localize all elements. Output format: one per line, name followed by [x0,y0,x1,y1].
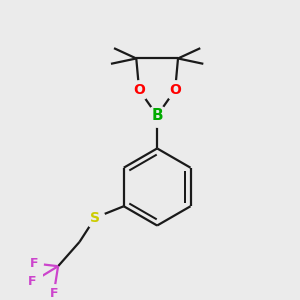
Text: S: S [90,211,100,225]
Text: O: O [133,83,145,97]
Text: B: B [151,108,163,123]
Text: F: F [30,257,38,270]
Text: F: F [28,275,37,288]
Text: O: O [169,83,181,97]
Text: F: F [50,287,58,300]
